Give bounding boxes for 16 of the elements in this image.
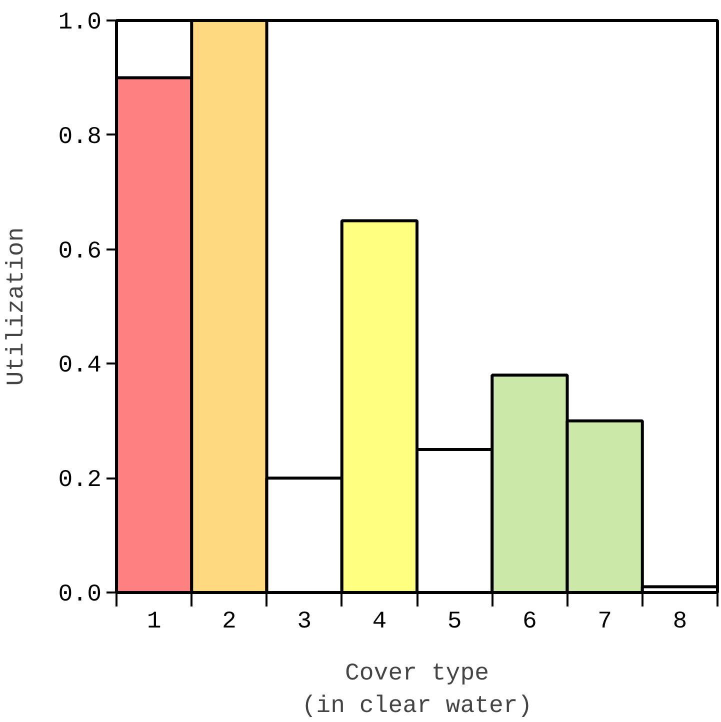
y-tick-label: 0.4 (58, 352, 102, 380)
y-tick-label: 1.0 (58, 10, 102, 36)
x-tick-label: 1 (146, 608, 162, 636)
x-tick-label: 5 (447, 608, 462, 636)
x-tick-label: 7 (598, 608, 612, 636)
x-tick-label: 4 (372, 608, 387, 636)
y-tick-label: 0.2 (58, 467, 102, 494)
x-tick-label: 8 (672, 608, 688, 636)
x-axis-title: Cover type (in clear water) (302, 660, 532, 720)
y-axis-title: Utilization (3, 227, 30, 386)
y-tick-label: 0.6 (58, 238, 102, 266)
x-tick-label: 2 (222, 608, 236, 636)
y-tick-label: 0.8 (58, 124, 102, 151)
y-tick-label: 0.0 (58, 582, 102, 608)
x-tick-label: 3 (297, 608, 312, 636)
x-tick-label: 6 (522, 608, 537, 636)
